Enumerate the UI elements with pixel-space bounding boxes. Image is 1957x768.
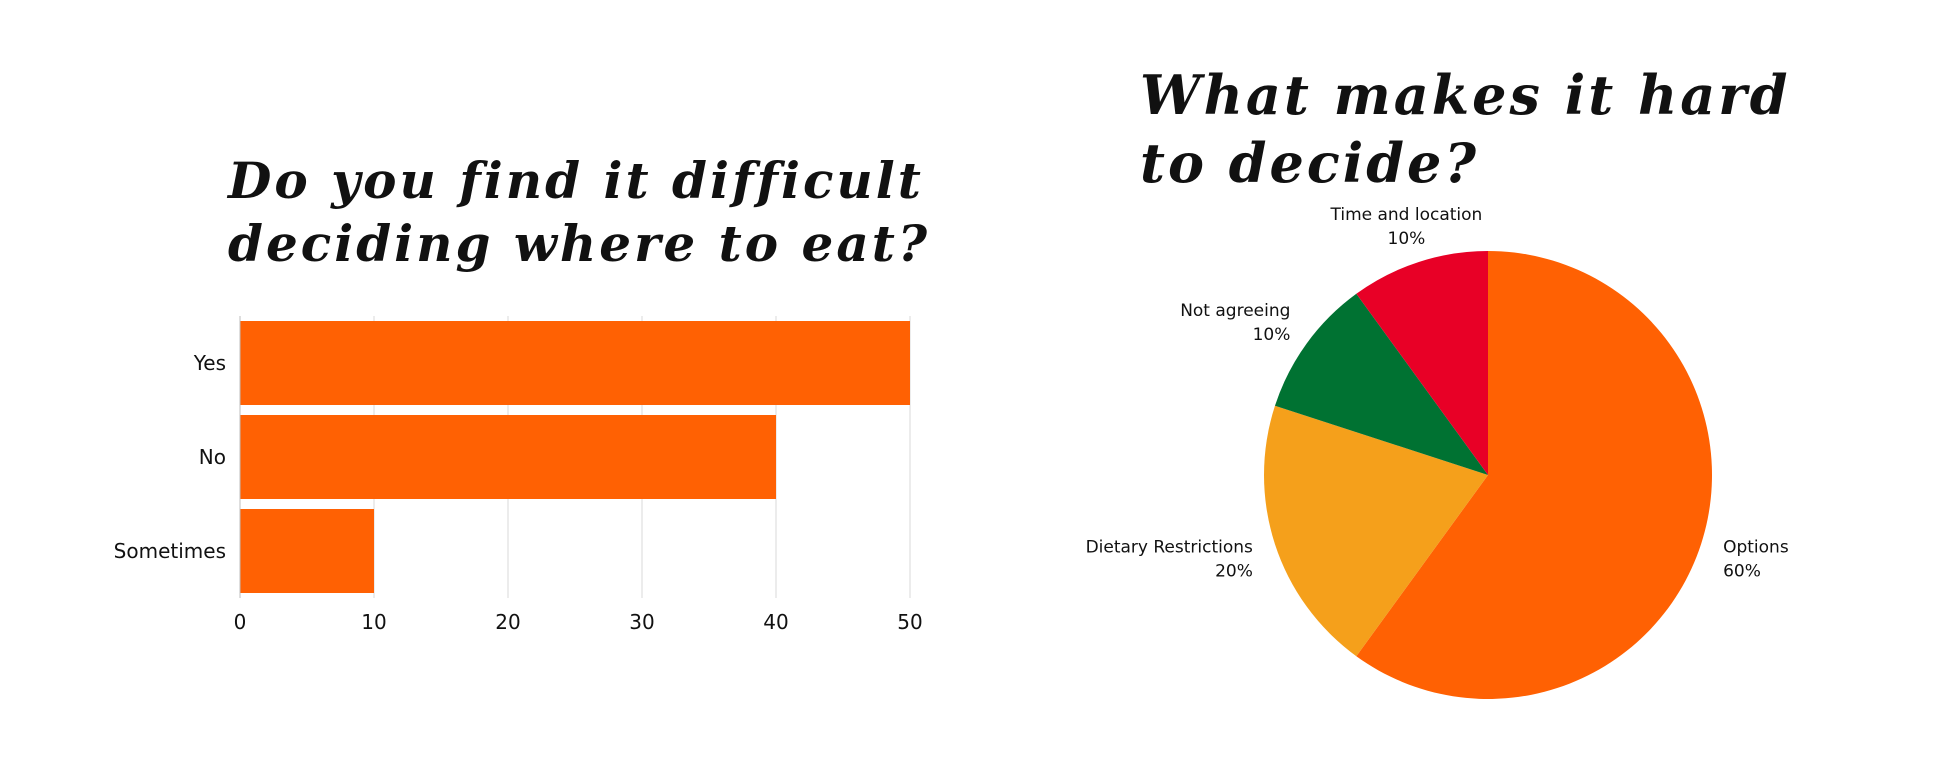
- bar-chart-x-tick-label: 40: [763, 610, 788, 634]
- bar: [240, 415, 776, 499]
- bar-chart-x-tick-label: 0: [234, 610, 247, 634]
- pie-slice: [1356, 251, 1488, 475]
- pie-slice-label: Time and location: [1329, 205, 1482, 225]
- bar-chart-x-tick-label: 10: [361, 610, 386, 634]
- bar-chart: 0 10 20 30 40 50 Yes No Sometimes: [114, 316, 923, 634]
- pie-slice: [1274, 293, 1488, 475]
- pie-slice-value-label: 10%: [1253, 325, 1291, 345]
- bar-chart-title: Do you find it difficult deciding where …: [228, 150, 931, 275]
- pie-slice-value-label: 20%: [1215, 562, 1253, 582]
- pie-chart-title-line-2: to decide?: [1140, 130, 1480, 195]
- pie-slice: [1356, 251, 1712, 699]
- bar: [240, 509, 374, 593]
- pie-slice-value-label: 60%: [1723, 562, 1761, 582]
- pie-slice-label: Options: [1723, 538, 1789, 558]
- pie-chart-title-line-1: What makes it hard: [1140, 63, 1791, 127]
- pie-chart: Options 60% Dietary Restrictions 20% Not agr…: [1086, 205, 1789, 699]
- pie-slice: [1264, 405, 1488, 657]
- bar-chart-title-line-1: Do you find it difficult: [228, 151, 924, 210]
- bar-chart-x-tick-label: 50: [897, 610, 922, 634]
- bar-chart-category-label: No: [199, 445, 226, 469]
- pie-slice-label: Dietary Restrictions: [1086, 538, 1253, 558]
- bar-chart-category-label: Yes: [193, 351, 226, 375]
- pie-chart-title: What makes it hard to decide?: [1140, 62, 1791, 197]
- pie-slice-value-label: 10%: [1388, 229, 1426, 249]
- pie-slice-label: Not agreeing: [1180, 301, 1290, 321]
- bar-chart-x-tick-label: 20: [495, 610, 520, 634]
- bar-chart-title-line-2: deciding where to eat?: [228, 213, 931, 273]
- bar: [240, 321, 910, 405]
- bar-chart-x-tick-label: 30: [629, 610, 654, 634]
- bar-chart-category-label: Sometimes: [114, 539, 226, 563]
